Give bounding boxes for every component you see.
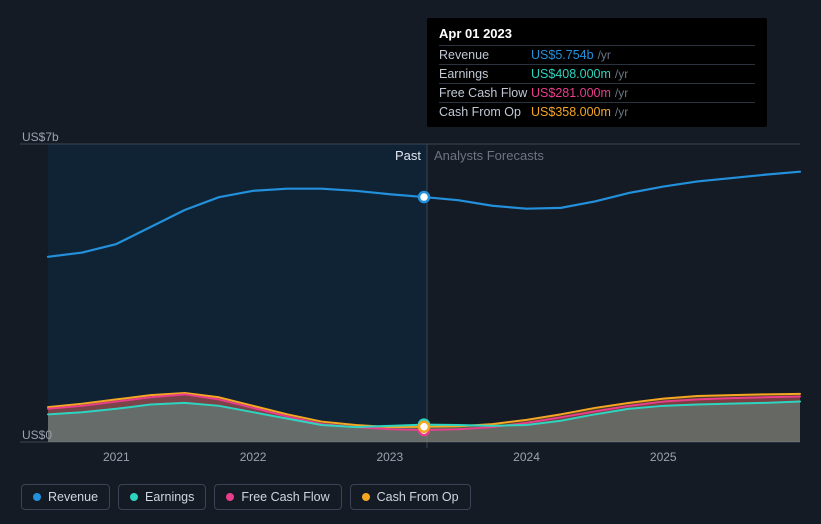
legend-dot-icon [130,493,138,501]
legend-dot-icon [226,493,234,501]
tooltip-date: Apr 01 2023 [439,26,755,45]
tooltip-row-fcf: Free Cash FlowUS$281.000m/yr [439,83,755,102]
x-axis-tick-label: 2022 [223,450,283,464]
tooltip-row-label: Cash From Op [439,105,531,119]
tooltip-row-value: US$408.000m [531,67,611,81]
tooltip-row-earnings: EarningsUS$408.000m/yr [439,64,755,83]
y-axis-tick-label: US$7b [22,130,59,144]
legend-item-fcf[interactable]: Free Cash Flow [214,484,341,510]
legend-dot-icon [362,493,370,501]
tooltip-row-value: US$281.000m [531,86,611,100]
legend-dot-icon [33,493,41,501]
tooltip-row-value: US$358.000m [531,105,611,119]
tooltip-row-value: US$5.754b [531,48,594,62]
chart-tooltip: Apr 01 2023 RevenueUS$5.754b/yrEarningsU… [427,18,767,127]
legend-item-revenue[interactable]: Revenue [21,484,110,510]
tooltip-row-label: Free Cash Flow [439,86,531,100]
legend-item-label: Earnings [145,490,194,504]
legend-item-earnings[interactable]: Earnings [118,484,206,510]
x-axis-tick-label: 2021 [86,450,146,464]
tooltip-row-label: Earnings [439,67,531,81]
tooltip-row-unit: /yr [615,86,628,100]
tooltip-row-revenue: RevenueUS$5.754b/yr [439,45,755,64]
legend-item-label: Revenue [48,490,98,504]
y-axis-tick-label: US$0 [22,428,52,442]
x-axis-tick-label: 2024 [497,450,557,464]
tooltip-row-cfo: Cash From OpUS$358.000m/yr [439,102,755,121]
x-axis-tick-label: 2023 [360,450,420,464]
chart-legend: Revenue Earnings Free Cash Flow Cash From O… [21,484,471,510]
legend-item-cfo[interactable]: Cash From Op [350,484,471,510]
tooltip-row-label: Revenue [439,48,531,62]
legend-item-label: Cash From Op [377,490,459,504]
legend-item-label: Free Cash Flow [241,490,329,504]
tooltip-rows: RevenueUS$5.754b/yrEarningsUS$408.000m/y… [439,45,755,121]
financial-chart: Past Analysts Forecasts Apr 01 2023 Reve… [0,0,821,524]
past-region-label: Past [395,148,421,163]
forecast-region-label: Analysts Forecasts [434,148,544,163]
tooltip-row-unit: /yr [615,105,628,119]
tooltip-row-unit: /yr [615,67,628,81]
tooltip-row-unit: /yr [598,48,611,62]
x-axis-tick-label: 2025 [633,450,693,464]
